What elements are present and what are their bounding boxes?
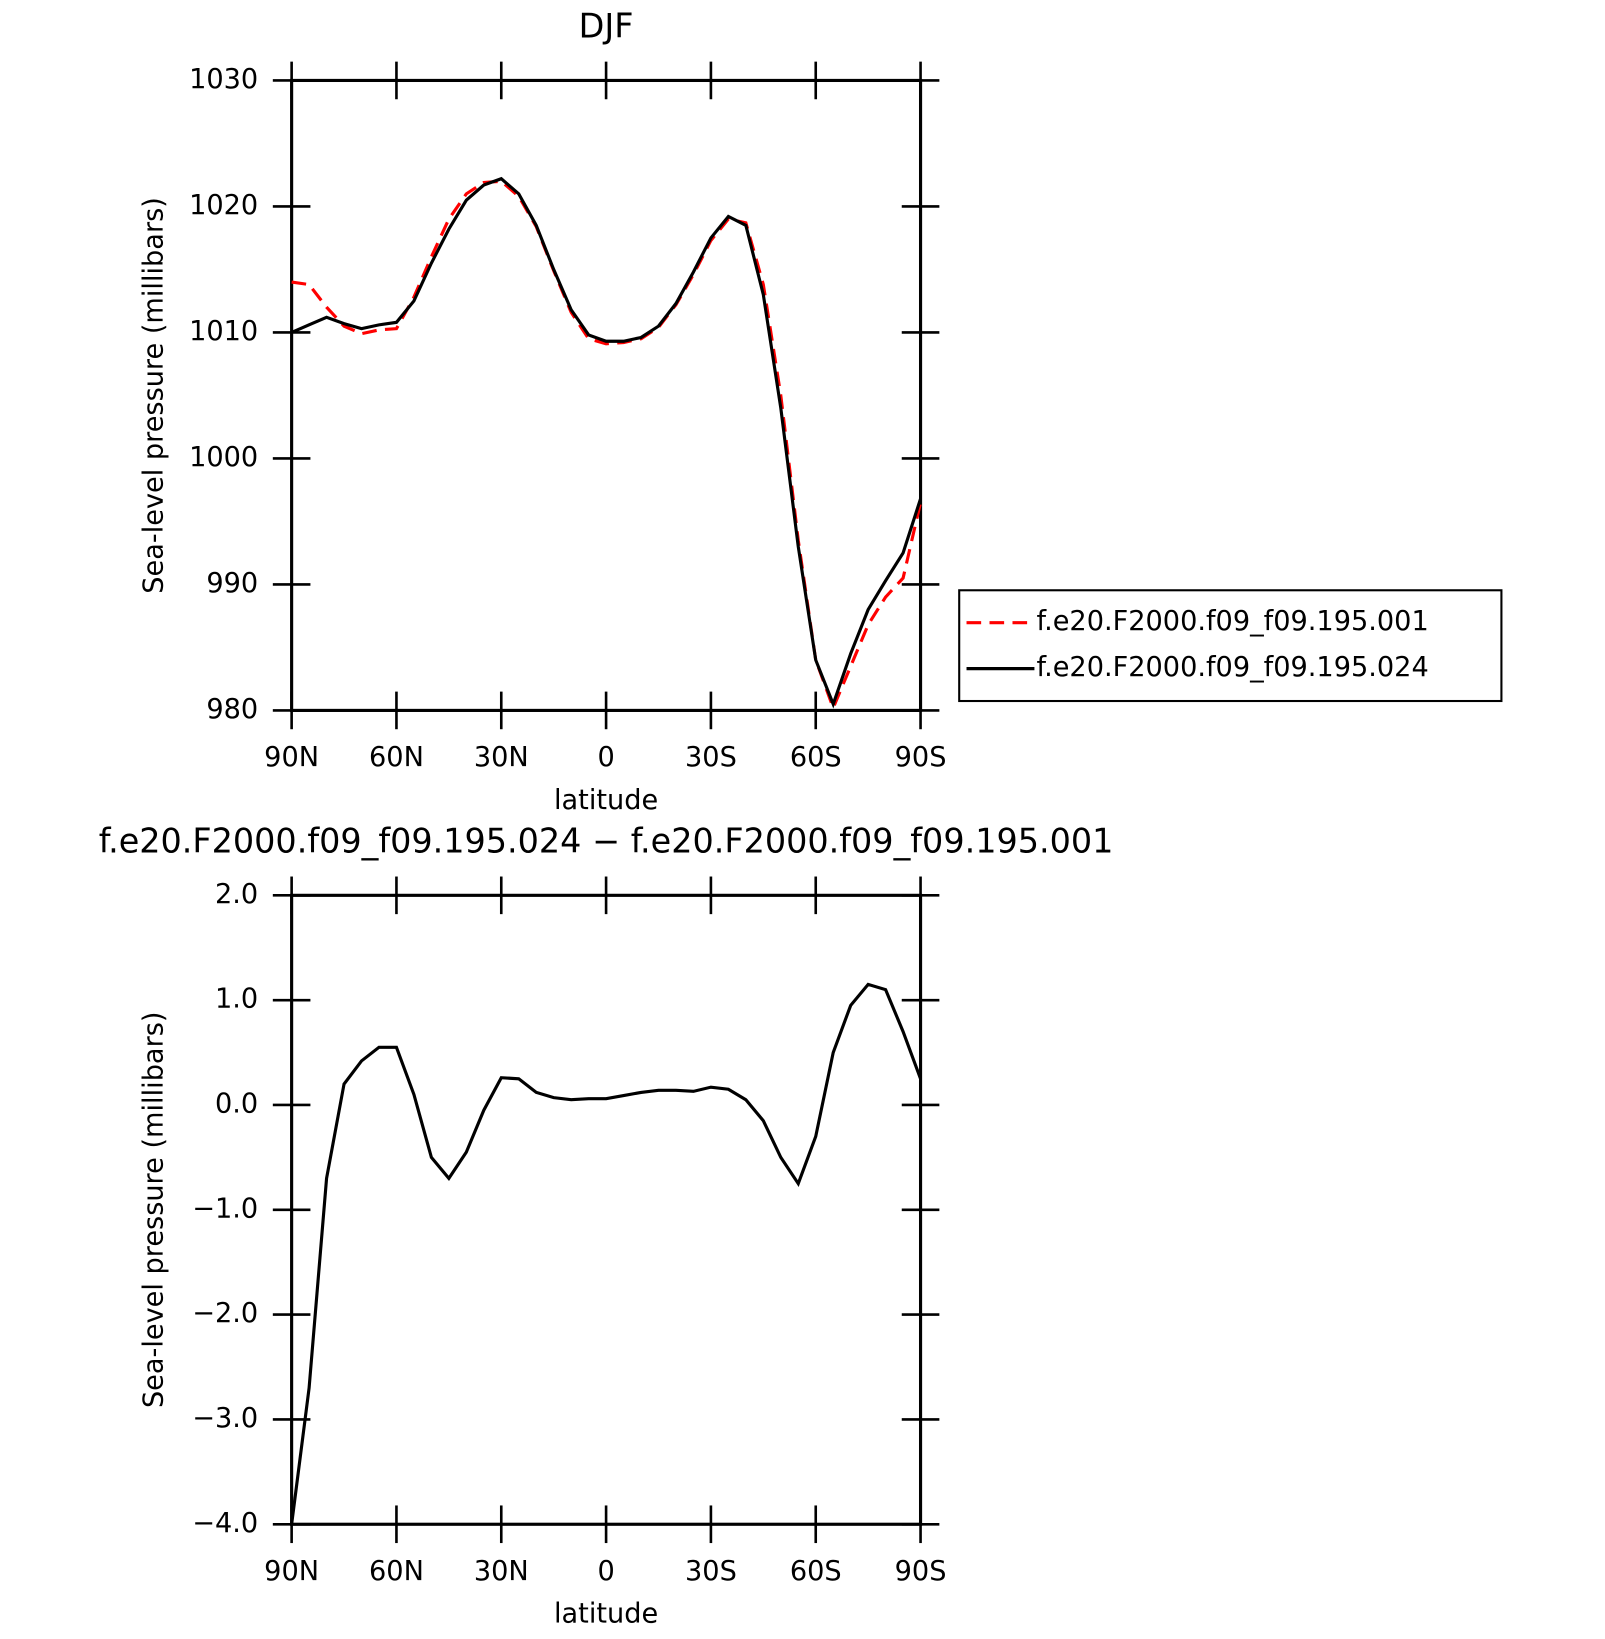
chart-title: DJF bbox=[579, 7, 634, 46]
x-tick-label: 30N bbox=[474, 1556, 529, 1587]
x-tick-label: 0 bbox=[597, 742, 614, 773]
x-tick-label: 90S bbox=[895, 1556, 947, 1587]
series-line bbox=[291, 176, 923, 709]
y-tick-label: 1030 bbox=[189, 64, 258, 95]
y-axis-label: Sea-level pressure (millibars) bbox=[138, 197, 169, 594]
x-axis-label: latitude bbox=[554, 1599, 658, 1630]
x-tick-label: 0 bbox=[597, 1556, 614, 1587]
y-axis-label: Sea-level pressure (millibars) bbox=[138, 1012, 169, 1409]
x-tick-label: 60N bbox=[369, 742, 424, 773]
y-tick-label: −1.0 bbox=[192, 1193, 258, 1224]
x-tick-label: 90N bbox=[264, 742, 319, 773]
y-tick-label: 980 bbox=[206, 694, 258, 725]
x-tick-label: 30S bbox=[685, 742, 737, 773]
y-tick-label: 990 bbox=[206, 568, 258, 599]
y-tick-label: 1000 bbox=[189, 442, 258, 473]
series-line bbox=[291, 179, 923, 713]
y-tick-label: 0.0 bbox=[215, 1088, 258, 1119]
x-tick-label: 90S bbox=[895, 742, 947, 773]
y-tick-label: 1010 bbox=[189, 316, 258, 347]
y-tick-label: 2.0 bbox=[215, 879, 258, 910]
plot-frame bbox=[290, 78, 923, 712]
x-tick-label: 60S bbox=[790, 742, 842, 773]
legend-label: f.e20.F2000.f09_f09.195.001 bbox=[1037, 606, 1429, 637]
x-tick-label: 30N bbox=[474, 742, 529, 773]
series-line bbox=[290, 982, 923, 1525]
chart-title: f.e20.F2000.f09_f09.195.024 − f.e20.F200… bbox=[99, 822, 1114, 861]
plot-frame bbox=[290, 893, 923, 1526]
x-tick-label: 60N bbox=[369, 1556, 424, 1587]
x-tick-label: 30S bbox=[685, 1556, 737, 1587]
x-axis-label: latitude bbox=[554, 785, 658, 816]
legend-box bbox=[958, 589, 1503, 703]
x-tick-label: 60S bbox=[790, 1556, 842, 1587]
y-tick-label: −3.0 bbox=[192, 1403, 258, 1434]
y-tick-label: 1020 bbox=[189, 190, 258, 221]
legend-label: f.e20.F2000.f09_f09.195.024 bbox=[1037, 652, 1429, 683]
y-tick-label: −2.0 bbox=[192, 1298, 258, 1329]
y-tick-label: −4.0 bbox=[192, 1508, 258, 1539]
x-tick-label: 90N bbox=[264, 1556, 319, 1587]
y-tick-label: 1.0 bbox=[215, 984, 258, 1015]
